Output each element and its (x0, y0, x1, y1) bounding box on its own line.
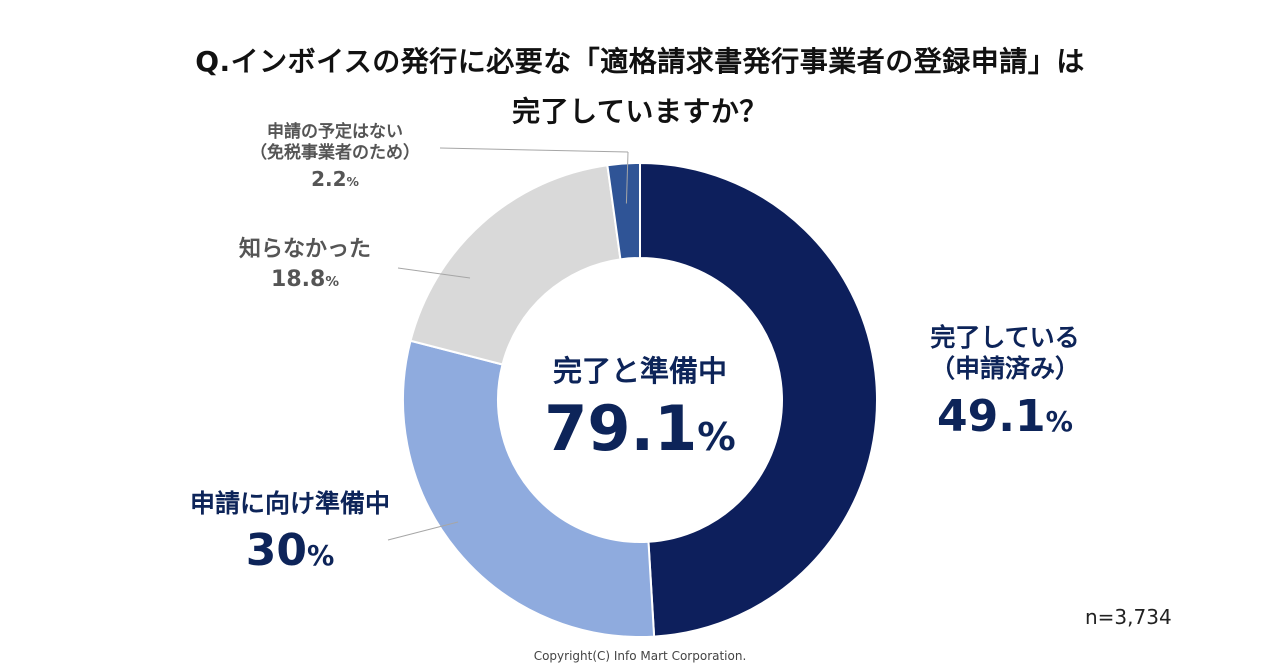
leader-line-noplan-horizontal (439, 147, 629, 153)
data-label-noplan-name2: （免税事業者のため） (250, 143, 420, 164)
chart-title-line2: 完了していますか？ (512, 95, 768, 128)
data-label-preparing-number: 30 (245, 525, 307, 577)
data-label-applied-name1: 完了している (930, 323, 1080, 352)
chart-title-line1: Q.インボイスの発行に必要な「適格請求書発行事業者の登録申請」は (195, 45, 1085, 78)
data-label-preparing-unit: % (306, 541, 335, 573)
center-value-number: 79.1 (544, 392, 698, 465)
slice-preparing (402, 339, 656, 638)
center-value-unit: % (697, 415, 736, 460)
copyright-notice: Copyright(C) Info Mart Corporation. (533, 649, 747, 663)
donut-center-label: 完了と準備中 79.1% (520, 348, 760, 465)
slice-noplan (606, 161, 641, 261)
data-label-noplan-unit: % (346, 173, 359, 189)
slice-applied (639, 161, 879, 638)
data-label-applied: 完了している （申請済み） 49.1% (905, 322, 1105, 444)
sample-size-label: n=3,734 (1085, 605, 1172, 629)
data-label-noplan: 申請の予定はない （免税事業者のため） 2.2% (220, 122, 450, 192)
center-value: 79.1% (520, 392, 760, 465)
data-label-preparing-value: 30% (170, 523, 410, 578)
data-label-preparing: 申請に向け準備中 30% (170, 488, 410, 578)
leader-line-noplan-vertical (625, 151, 629, 204)
data-label-unaware-unit: % (325, 273, 339, 290)
data-label-unaware-number: 18.8 (271, 266, 326, 292)
donut-slices (402, 161, 879, 638)
data-label-preparing-name: 申請に向け準備中 (189, 489, 390, 518)
data-label-applied-unit: % (1045, 406, 1073, 438)
slice-unaware (409, 164, 622, 366)
leader-lines (387, 147, 629, 541)
center-label-text: 完了と準備中 (552, 354, 727, 388)
leader-line-unaware (397, 267, 471, 279)
data-label-unaware: 知らなかった 18.8% (225, 236, 385, 293)
data-label-noplan-name1: 申請の予定はない (267, 122, 403, 142)
data-label-noplan-value: 2.2% (220, 167, 450, 192)
data-label-unaware-name: 知らなかった (238, 237, 371, 262)
data-label-unaware-value: 18.8% (225, 266, 385, 294)
data-label-applied-number: 49.1 (937, 390, 1046, 442)
data-label-noplan-number: 2.2 (311, 166, 347, 191)
data-label-applied-value: 49.1% (905, 389, 1105, 444)
leader-line-preparing (387, 521, 459, 541)
data-label-applied-name2: （申請済み） (929, 354, 1080, 384)
